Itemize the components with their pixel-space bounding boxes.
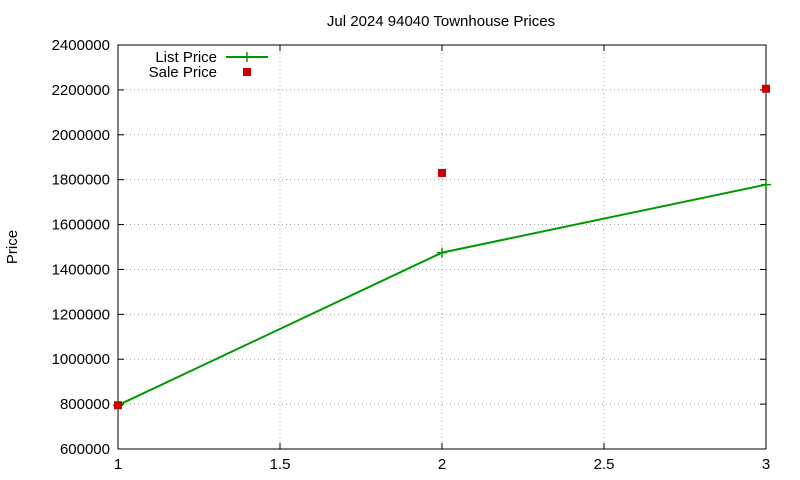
y-tick-label: 2400000 (52, 37, 110, 54)
x-tick-label: 3 (762, 456, 770, 473)
x-tick-label: 2.5 (594, 456, 615, 473)
data-point (761, 179, 771, 190)
x-tick-label: 1 (114, 456, 122, 473)
grid-lines (118, 45, 766, 449)
y-tick-label: 1200000 (52, 306, 110, 323)
y-tick-label: 600000 (60, 441, 110, 458)
axis-ticks: 1 1.5 2 2.5 3 600000 800000 1000000 1200000 14000… (52, 37, 771, 473)
y-tick-label: 1400000 (52, 261, 110, 278)
legend-swatch-marker (242, 52, 252, 62)
legend-label: Sale Price (149, 64, 217, 81)
y-tick-label: 1000000 (52, 351, 110, 368)
data-point (437, 247, 447, 258)
series-0 (113, 179, 771, 411)
y-tick-label: 1800000 (52, 172, 110, 189)
data-series (113, 84, 771, 411)
legend-swatch-marker (243, 68, 251, 76)
y-tick-label: 800000 (60, 396, 110, 413)
y-tick-label: 1600000 (52, 217, 110, 234)
data-point (114, 401, 122, 410)
y-tick-label: 2000000 (52, 127, 110, 144)
data-point (438, 168, 446, 177)
series-1 (114, 84, 770, 410)
x-tick-label: 1.5 (270, 456, 291, 473)
y-tick-label: 2200000 (52, 82, 110, 99)
x-tick-label: 2 (438, 456, 446, 473)
chart-title: Jul 2024 94040 Townhouse Prices (327, 13, 555, 30)
legend-label: List Price (155, 49, 217, 66)
data-point (762, 84, 770, 93)
y-axis-label: Price (4, 230, 21, 264)
